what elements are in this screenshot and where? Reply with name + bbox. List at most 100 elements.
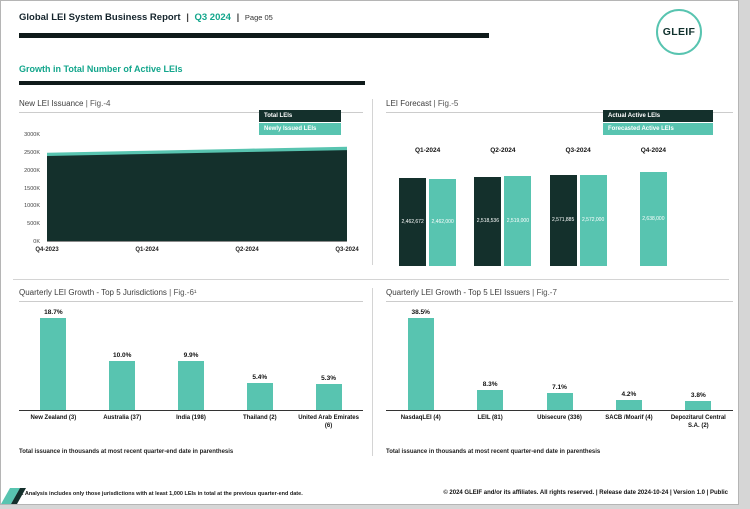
growth-bar [685,400,712,410]
growth-bar [246,383,273,410]
percent-label: 18.7% [44,309,63,316]
category-label: SACB /Moarif (4) [605,415,653,421]
panel-lei-forecast: LEI Forecast | Fig.-5 Actual Active LEIs… [386,97,733,266]
issuers-names: NasdaqLEI (4) LEIL (81) Ubisecure (336) SAC… [386,413,733,430]
chart-title-jurisdictions-text: Quarterly LEI Growth - Top 5 Jurisdictio… [19,288,167,297]
growth-bar-column: 38.5% [386,309,455,410]
category-label: Depozitarul Central S.A. (2) [670,415,726,429]
legend-total-leis: Total LEIs [259,110,341,122]
forecast-bar-pair: 2,462,672 2,462,000 [399,158,457,266]
quarter-label: Q1-2024 [414,147,441,154]
issuers-note: Total issuance in thousands at most rece… [386,449,601,455]
growth-bar-column: 7.1% [525,384,594,410]
forecast-bar-pair: 2,518,536 2,519,000 [474,158,532,266]
header-separator-2: | [236,12,240,23]
category-label: India (198) [176,415,206,421]
growth-bar-column: 9.9% [157,352,226,410]
percent-label: 7.1% [552,384,567,391]
x-tick-label: Q2-2024 [235,247,259,253]
percent-label: 4.2% [621,391,637,398]
growth-bar-column: 3.8% [664,392,733,410]
panel-top5-jurisdictions: Quarterly LEI Growth - Top 5 Jurisdictio… [19,286,363,461]
horizontal-divider [13,279,729,280]
y-tick-label: 500K [27,221,40,228]
issuance-x-axis: Q4-2023 Q1-2024 Q2-2024 Q3-2024 [35,247,358,256]
gleif-logo-text: GLEIF [662,26,696,38]
growth-bar [109,360,136,410]
legend-forecasted-active-leis: Forecasted Active LEIs [603,123,713,135]
header-separator: | [186,12,189,23]
category-label: New Zealand (3) [30,415,77,421]
percent-label: 5.3% [321,374,336,382]
growth-bar [407,318,434,410]
category-label: United Arab Emirates (6) [298,415,359,429]
bar-value-label: 2,638,000 [642,216,665,223]
actual-active-bar: 2,571,885 [549,174,577,266]
forecast-bar-pair: 2,638,000 [639,158,667,266]
growth-bar [615,400,642,410]
chart-title-issuers: Quarterly LEI Growth - Top 5 LEI Issuers… [386,286,733,302]
growth-bar-column: 4.2% [594,391,663,410]
growth-bar [315,383,342,410]
y-tick-label: 2500K [24,149,40,156]
chart-title-forecast: LEI Forecast | Fig.-5 [386,97,733,113]
percent-label: 38.5% [411,309,430,316]
actual-active-bar: 2,518,536 [474,176,502,266]
forecast-group: Q1-2024 2,462,672 2,462,000 [390,147,465,266]
y-tick-label: 1000K [24,203,40,210]
panel-new-lei-issuance: New LEI Issuance | Fig.-4 Total LEIs New… [19,97,363,266]
percent-label: 8.3% [482,381,498,389]
bar-value-label: 2,518,536 [476,218,499,225]
y-tick-label: 2000K [24,167,40,174]
growth-bar-column: 5.4% [225,374,294,410]
legend-forecast: Actual Active LEIs Forecasted Active LEI… [603,110,713,136]
bar-value-label: 2,462,672 [401,219,424,226]
section-title: Growth in Total Number of Active LEIs [19,64,183,74]
gleif-logo: GLEIF [656,9,702,55]
vertical-divider-bottom [372,288,373,456]
y-tick-label: 3000K [24,132,40,138]
y-tick-label: 0K [33,239,40,245]
quarter-label: Q2-2024 [490,147,516,154]
forecast-group: Q2-2024 2,518,536 2,519,000 [465,147,540,266]
bar-value-label: 2,519,000 [506,218,529,225]
section-divider-bar [19,81,365,85]
chart-title-issuers-text: Quarterly LEI Growth - Top 5 LEI Issuers [386,288,530,297]
forecast-bar-pair: 2,571,885 2,572,000 [549,158,607,266]
legend-actual-active-leis: Actual Active LEIs [603,110,713,122]
percent-label: 3.8% [690,391,706,399]
category-label: Ubisecure (336) [537,415,582,421]
growth-bar [477,390,504,410]
growth-bar [177,361,204,410]
chart-title-jurisdictions: Quarterly LEI Growth - Top 5 Jurisdictio… [19,286,363,302]
growth-bar-column: 8.3% [455,381,524,410]
bar-value-label: 2,462,000 [431,219,454,226]
analysis-footnote: 1. Analysis includes only those jurisdic… [19,491,303,497]
percent-label: 9.9% [183,352,199,360]
report-page: Global LEI System Business Report | Q3 2… [0,0,739,505]
jurisdictions-note: Total issuance in thousands at most rece… [19,449,234,455]
actual-active-bar: 2,462,672 [399,178,427,266]
growth-bar-column: 18.7% [19,309,88,410]
jurisdictions-names: New Zealand (3) Australia (37) India (198)… [19,413,363,430]
issuance-plot [47,135,347,242]
x-tick-label: Q3-2024 [335,247,359,253]
forecast-groups: Q1-2024 2,462,672 2,462,000 Q2-2024 2,518,53… [390,147,691,266]
bar-value-label: 2,571,885 [552,217,575,224]
chart-title-issuance-text: New LEI Issuance [19,99,84,108]
chart-fig-issuers: | Fig.-7 [532,288,557,297]
y-tick-label: 1500K [24,185,40,192]
copyright-footer: © 2024 GLEIF and/or its affiliates. All … [443,490,728,496]
growth-bar [546,393,573,410]
quarter-label: Q3-2024 [565,147,591,154]
category-label: NasdaqLEI (4) [400,415,441,421]
report-header: Global LEI System Business Report | Q3 2… [19,12,273,23]
corner-decoration [1,488,26,504]
vertical-divider-top [372,99,373,265]
forecast-group: Q4-2024 2,638,000 [616,147,691,266]
report-title: Global LEI System Business Report [19,12,181,23]
issuance-y-axis: 0K 500K 1000K 1500K 2000K 2500K 3000K [19,132,43,245]
bar-value-label: 2,572,000 [582,217,605,224]
growth-bar-column: 5.3% [294,375,363,410]
category-label: Australia (37) [103,415,142,421]
